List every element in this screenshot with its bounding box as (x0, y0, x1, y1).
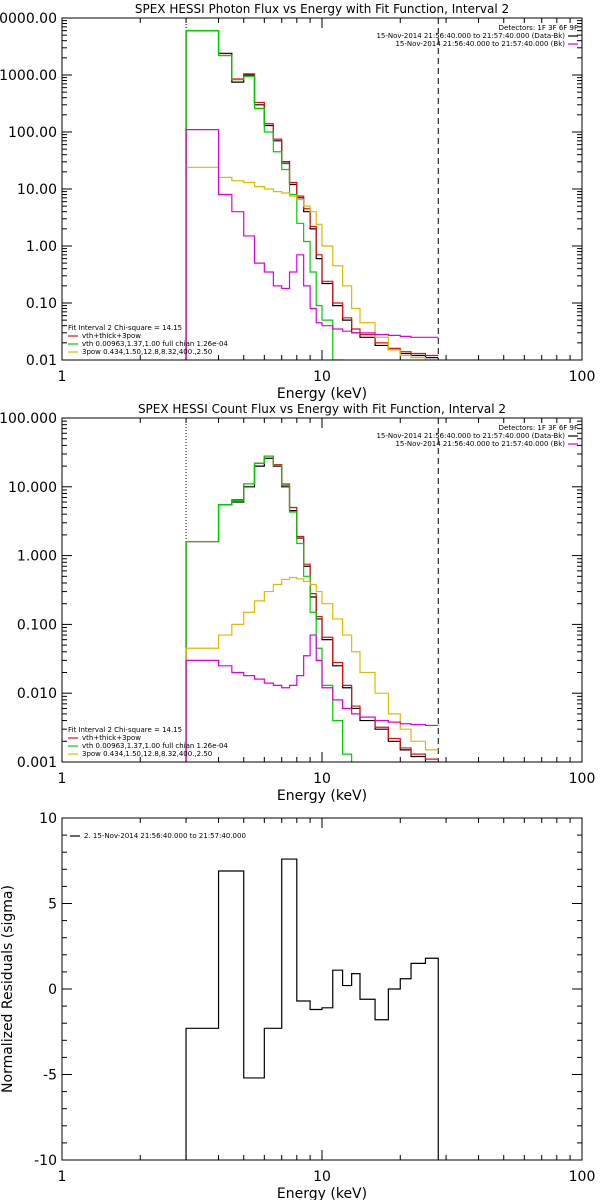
x-tick-label: 10 (313, 369, 331, 385)
legend-header: Fit Interval 2 Chi-square = 14.15 (68, 324, 182, 332)
legend-entry: 15-Nov-2014 21:56:40.000 to 21:57:40.000… (376, 432, 565, 440)
x-axis-label: Energy (keV) (277, 1186, 367, 1200)
chart-panel-3: 1 10 100 Energy (keV) -10 -5 0 5 10 Normalized Re… (0, 811, 595, 1200)
series-group (185, 30, 439, 360)
plot-frame (61, 17, 583, 361)
x-tick-label: 10 (313, 1169, 331, 1185)
x-tick-label: 1 (58, 1169, 67, 1185)
series-line-3 (185, 455, 353, 762)
x-tick-label: 10 (313, 771, 331, 787)
chart-title: SPEX HESSI Count Flux vs Energy with Fit… (138, 402, 506, 416)
y-tick-label: 10000.00 (0, 11, 57, 27)
x-axis-label: Energy (keV) (277, 788, 367, 804)
y-axis-label: Normalized Residuals (sigma) (0, 885, 16, 1093)
y-tick-label: 0.010 (17, 686, 57, 702)
series-line-3 (185, 30, 344, 360)
legend-header: Fit Interval 2 Chi-square = 14.15 (68, 726, 182, 734)
x-axis-label: Energy (keV) (277, 386, 367, 402)
series-line-4 (185, 576, 439, 762)
series-line-4 (185, 166, 439, 360)
legend-entry: vth 0.00963,1.37,1.00 full chian 1.26e-0… (82, 742, 228, 750)
legend-entry: vth 0.00963,1.37,1.00 full chian 1.26e-0… (82, 340, 228, 348)
y-tick-label: 10.00 (17, 182, 57, 198)
y-tick-label: 10 (39, 811, 57, 827)
series-group (185, 455, 439, 762)
y-tick-label: 0.01 (26, 353, 57, 369)
series-line-1 (185, 457, 439, 762)
y-tick-label: -10 (34, 1153, 57, 1169)
y-tick-label: 10.000 (8, 480, 57, 496)
series-line-5 (185, 129, 439, 360)
y-tick-label: 1.000 (17, 549, 57, 565)
series-group (185, 858, 439, 1160)
plot-frame (61, 817, 583, 1161)
legend-header: Detectors: 1F 3F 6F 9F (499, 424, 578, 432)
legend-entry: 15-Nov-2014 21:56:40.000 to 21:57:40.000… (395, 440, 565, 448)
legend-entry: 15-Nov-2014 21:56:40.000 to 21:57:40.000… (376, 32, 565, 40)
y-tick-label: 1.00 (26, 239, 57, 255)
y-tick-label: 100.00 (8, 125, 57, 141)
chart-panel-1: SPEX HESSI Photon Flux vs Energy with Fi… (0, 2, 595, 402)
y-tick-label: 0.100 (17, 617, 57, 633)
legend-entry: vth+thick+3pow (82, 332, 141, 340)
y-tick-label: 100.000 (0, 411, 57, 427)
x-tick-label: 1 (58, 369, 67, 385)
legend-entry: 3pow 0.434,1.50,12.8,8.32,400.,2.50 (82, 750, 212, 758)
y-tick-label: 0.001 (17, 755, 57, 771)
y-tick-label: 5 (48, 897, 57, 913)
legend-header: Detectors: 1F 3F 6F 9F (499, 24, 578, 32)
x-tick-label: 100 (569, 771, 596, 787)
chart-panel-2: SPEX HESSI Count Flux vs Energy with Fit… (0, 402, 595, 804)
plot-frame (61, 417, 583, 763)
series-line-5 (185, 634, 439, 762)
legend-entry: 2. 15-Nov-2014 21:56:40.000 to 21:57:40.… (84, 832, 246, 840)
legend-entry: vth+thick+3pow (82, 734, 141, 742)
y-tick-label: 0.10 (26, 296, 57, 312)
series-line-2 (185, 30, 439, 360)
y-tick-label: -5 (43, 1068, 57, 1084)
series-line-1 (185, 858, 439, 1160)
series-line-1 (185, 30, 439, 360)
legend-entry: 15-Nov-2014 21:56:40.000 to 21:57:40.000… (395, 40, 565, 48)
x-tick-label: 1 (58, 771, 67, 787)
y-tick-label: 1000.00 (0, 68, 57, 84)
x-tick-label: 100 (569, 1169, 596, 1185)
legend-entry: 3pow 0.434,1.50,12.8,8.32,400.,2.50 (82, 348, 212, 356)
y-tick-label: 0 (48, 982, 57, 998)
x-tick-label: 100 (569, 369, 596, 385)
chart-title: SPEX HESSI Photon Flux vs Energy with Fi… (135, 2, 509, 16)
